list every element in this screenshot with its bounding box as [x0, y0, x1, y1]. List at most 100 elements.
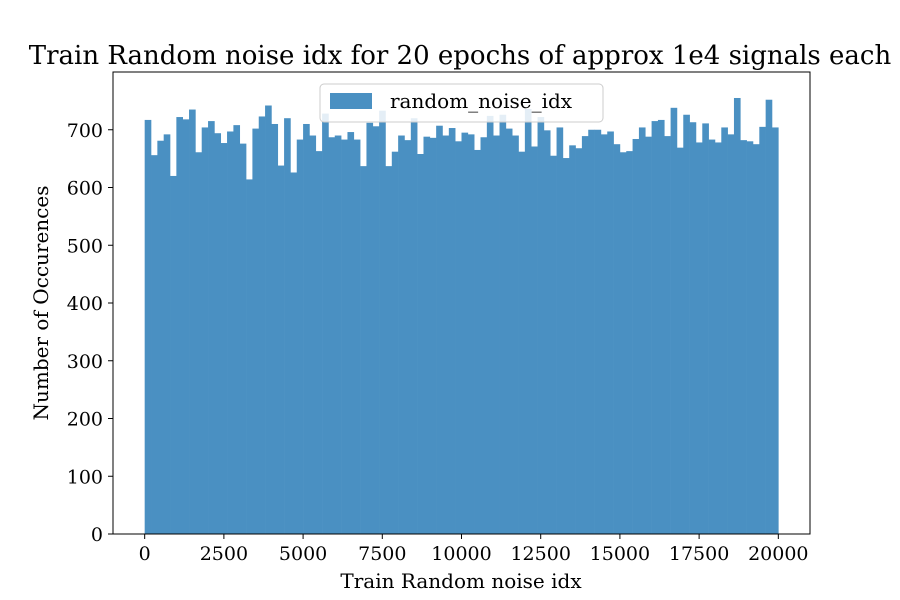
histogram-bar [594, 129, 602, 534]
histogram-bar [771, 127, 779, 534]
y-tick-label: 100 [67, 466, 103, 488]
histogram-bar [569, 145, 576, 534]
histogram-bar [695, 142, 703, 534]
x-tick-label: 0 [139, 543, 151, 565]
histogram-bar [220, 143, 228, 534]
x-axis: 0 2500 5000 7500 10000 12500 15000 17500 20000 [139, 534, 809, 565]
histogram-bar [429, 137, 437, 534]
y-tick-label: 0 [91, 524, 103, 546]
legend-label: random_noise_idx [390, 89, 573, 113]
histogram-bar [714, 142, 722, 534]
histogram-bar [448, 128, 456, 534]
histogram-bar [499, 114, 507, 535]
x-tick-label: 10000 [431, 543, 491, 565]
histogram-bar [391, 151, 399, 534]
histogram-bar [486, 115, 494, 534]
x-tick-label: 15000 [590, 543, 650, 565]
histogram-bar [296, 139, 304, 534]
histogram-bar [493, 135, 500, 534]
histogram-bar [151, 155, 158, 534]
histogram-bar [524, 108, 532, 535]
histogram-bar [195, 152, 203, 534]
histogram-bar [290, 172, 298, 535]
histogram-bar [626, 151, 633, 534]
histogram-bar [455, 141, 462, 535]
histogram-bar [404, 140, 412, 534]
histogram-bar [277, 165, 285, 534]
histogram-bar [208, 121, 215, 534]
histogram-bar [613, 144, 621, 534]
histogram-bar [233, 125, 241, 534]
histogram-bar [543, 130, 551, 534]
histogram-bar [239, 143, 247, 535]
histogram-bar [442, 135, 450, 534]
histogram-bar [170, 175, 177, 534]
legend-swatch [330, 93, 372, 109]
histogram-bar [683, 114, 690, 535]
histogram-bar [759, 126, 766, 535]
x-axis-title: Train Random noise idx [340, 569, 582, 593]
histogram-bar [657, 119, 665, 535]
histogram-bar [638, 127, 646, 534]
histogram-bar [619, 152, 627, 534]
y-tick-label: 300 [67, 351, 103, 373]
x-tick-label: 2500 [200, 543, 248, 565]
histogram-bar [360, 166, 367, 534]
y-tick-label: 500 [67, 235, 103, 257]
histogram-bar [645, 136, 652, 534]
bars-group [144, 97, 779, 535]
histogram-bar [550, 155, 557, 535]
histogram-bar [651, 121, 659, 534]
histogram-bar [189, 109, 196, 534]
histogram-bar [258, 116, 266, 534]
histogram-bar [746, 141, 754, 535]
histogram-bar [353, 139, 361, 534]
histogram-bar [144, 119, 152, 535]
legend: random_noise_idx [319, 83, 604, 123]
histogram-bar [708, 139, 716, 534]
legend-box [319, 83, 604, 123]
histogram-bar [740, 140, 747, 534]
y-tick-label: 200 [67, 409, 103, 431]
histogram-bar [328, 137, 336, 534]
histogram-bar [562, 158, 570, 535]
histogram-bar [531, 146, 538, 534]
histogram-bar [252, 128, 260, 534]
chart-title: Train Random noise idx for 20 epochs of … [29, 41, 892, 71]
histogram-bar [366, 122, 374, 534]
histogram-bar [461, 132, 469, 534]
histogram-bar [322, 113, 329, 534]
histogram-bar [512, 135, 519, 534]
histogram-bar [537, 117, 545, 535]
histogram-bar [752, 144, 760, 534]
histogram-bar [474, 149, 481, 534]
histogram-bar [246, 179, 253, 535]
histogram-bar [436, 125, 443, 535]
histogram-bar [334, 135, 342, 534]
histogram-bar [176, 117, 183, 535]
histogram-bar [417, 154, 424, 534]
histogram-bar [480, 137, 488, 534]
histogram-bar [721, 127, 728, 534]
histogram-bar [689, 122, 697, 535]
histogram-bar [347, 132, 355, 534]
histogram-bar [702, 123, 709, 535]
histogram-bar [727, 134, 735, 534]
histogram-bar [315, 151, 323, 534]
histogram-bar [385, 166, 393, 534]
y-axis-title: Number of Occurences [29, 186, 53, 421]
histogram-bar [372, 126, 380, 534]
histogram-bar [410, 118, 418, 534]
histogram-bar [575, 148, 583, 535]
histogram-bar [182, 119, 190, 535]
x-tick-label: 5000 [279, 543, 327, 565]
histogram-bar [632, 138, 640, 535]
x-tick-label: 12500 [510, 543, 570, 565]
x-tick-label: 20000 [748, 543, 808, 565]
histogram-bar [271, 123, 279, 534]
y-axis: 0 100 200 300 400 500 600 700 [67, 120, 113, 546]
histogram-bar [265, 105, 272, 534]
histogram-bar [588, 129, 595, 534]
histogram-bar [607, 131, 614, 535]
